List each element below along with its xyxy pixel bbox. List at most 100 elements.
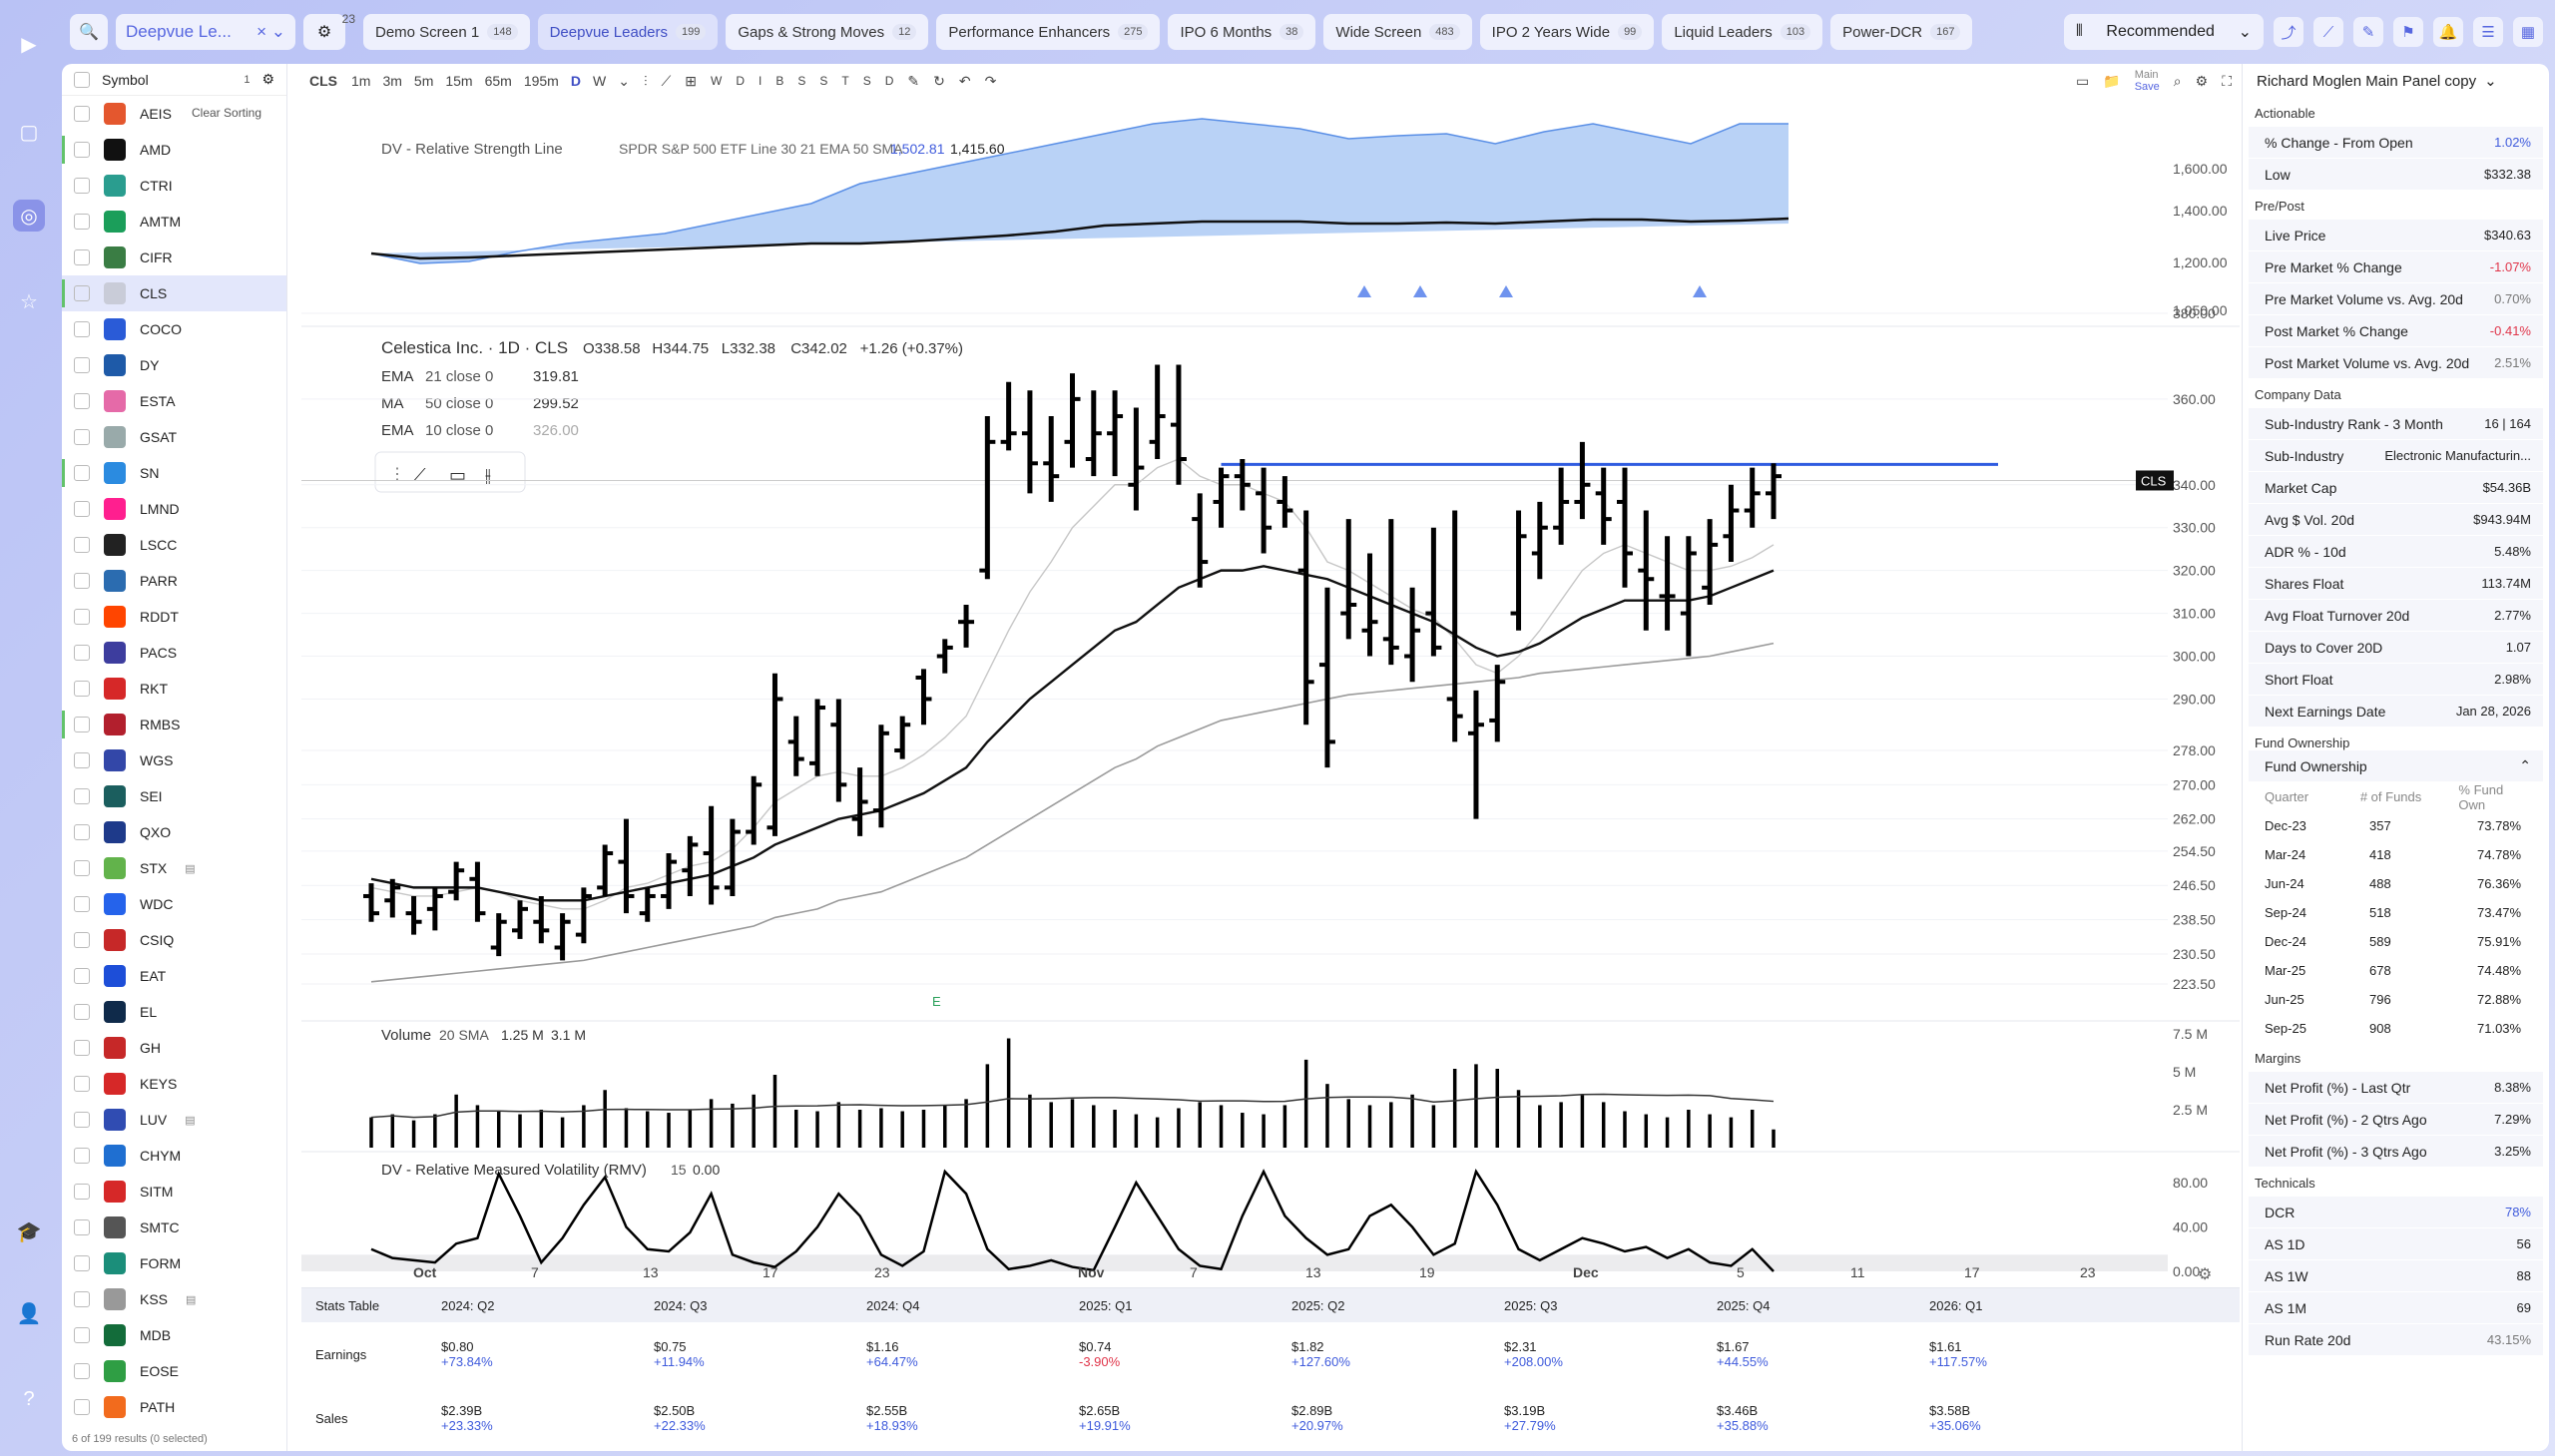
panel-row[interactable]: AS 1W 88 [2249, 1260, 2543, 1291]
layout-save[interactable]: Main Save [2135, 69, 2160, 93]
redo-icon[interactable]: ↷ [984, 72, 997, 89]
list-item[interactable]: PACS [62, 635, 286, 671]
chevron-down-icon[interactable]: ⌄ [618, 72, 630, 89]
panel-row[interactable]: Post Market % Change -0.41% [2249, 315, 2543, 346]
interval-1m[interactable]: 1m [351, 72, 371, 89]
row-checkbox[interactable] [74, 1148, 90, 1164]
timeframe-letter[interactable]: S [819, 74, 828, 88]
list-item[interactable]: CSIQ [62, 922, 286, 958]
chart-symbol[interactable]: CLS [309, 73, 337, 89]
list-item[interactable]: CTRI [62, 168, 286, 204]
list-item[interactable]: KEYS [62, 1066, 286, 1102]
row-checkbox[interactable] [74, 932, 90, 948]
panel-row[interactable]: Net Profit (%) - 3 Qtrs Ago 3.25% [2249, 1136, 2543, 1167]
panel-row[interactable]: Low $332.38 [2249, 159, 2543, 190]
tab-ipo-6-months[interactable]: IPO 6 Months 38 [1168, 14, 1316, 50]
gear-icon[interactable]: ⚙ [261, 71, 274, 87]
interval-d[interactable]: D [570, 72, 581, 89]
panel-row[interactable]: Shares Float 113.74M [2249, 568, 2543, 599]
list-item[interactable]: EOSE [62, 1353, 286, 1389]
row-checkbox[interactable] [74, 609, 90, 625]
panel-row[interactable]: AS 1D 56 [2249, 1228, 2543, 1259]
panel-row[interactable]: Post Market Volume vs. Avg. 20d 2.51% [2249, 347, 2543, 378]
row-checkbox[interactable] [74, 465, 90, 481]
timeframe-letter[interactable]: D [884, 74, 894, 88]
indicator-icon[interactable]: ⫶ [643, 72, 648, 89]
panel-row[interactable]: Pre Market Volume vs. Avg. 20d 0.70% [2249, 283, 2543, 314]
row-checkbox[interactable] [74, 1004, 90, 1020]
list-item[interactable]: DY [62, 347, 286, 383]
drag-handle-icon[interactable]: ⋮ [389, 466, 405, 483]
comment-icon[interactable]: ▭ [449, 465, 466, 485]
row-checkbox[interactable] [74, 106, 90, 122]
list-item[interactable]: EAT [62, 958, 286, 994]
tab-wide-screen[interactable]: Wide Screen 483 [1323, 14, 1472, 50]
row-checkbox[interactable] [74, 860, 90, 876]
row-checkbox[interactable] [74, 1291, 90, 1307]
list-item[interactable]: WGS [62, 742, 286, 778]
list-item[interactable]: ESTA [62, 383, 286, 419]
row-checkbox[interactable] [74, 717, 90, 732]
row-checkbox[interactable] [74, 1184, 90, 1200]
row-checkbox[interactable] [74, 429, 90, 445]
list-item[interactable]: RDDT [62, 599, 286, 635]
interval-65m[interactable]: 65m [484, 72, 512, 89]
timeframe-letter[interactable]: D [736, 74, 745, 88]
row-checkbox[interactable] [74, 249, 90, 265]
list-item[interactable]: KSS ▤ [62, 1281, 286, 1317]
panel-row[interactable]: Live Price $340.63 [2249, 220, 2543, 250]
list-item[interactable]: SITM [62, 1174, 286, 1210]
price-chart[interactable]: DV - Relative Strength Line SPDR S&P 500 … [301, 98, 2240, 1287]
row-checkbox[interactable] [74, 1399, 90, 1415]
list-item[interactable]: SN [62, 455, 286, 491]
row-checkbox[interactable] [74, 142, 90, 158]
row-checkbox[interactable] [74, 1040, 90, 1056]
list-item[interactable]: MDB [62, 1317, 286, 1353]
refresh-icon[interactable]: ↻ [933, 72, 945, 89]
tab-deepvue-leaders[interactable]: Deepvue Leaders 199 [537, 14, 719, 50]
pencil-icon[interactable]: ✎ [907, 72, 920, 89]
bell-icon[interactable]: 🔔 [2433, 17, 2463, 47]
list-item[interactable]: PARR [62, 563, 286, 599]
bars-tool-icon[interactable]: ⫲ [485, 465, 491, 485]
row-checkbox[interactable] [74, 1112, 90, 1128]
share-icon[interactable]: ⤴ [2274, 17, 2303, 47]
list-item[interactable]: EL [62, 994, 286, 1030]
earnings-marker[interactable]: E [932, 994, 941, 1009]
list-item[interactable]: LUV ▤ [62, 1102, 286, 1138]
list-item[interactable]: LMND [62, 491, 286, 527]
row-checkbox[interactable] [74, 645, 90, 661]
row-checkbox[interactable] [74, 1076, 90, 1092]
panel-row[interactable]: Days to Cover 20D 1.07 [2249, 632, 2543, 663]
filter-button[interactable]: ⚙ 23 [303, 12, 355, 50]
tab-gaps-strong-moves[interactable]: Gaps & Strong Moves 12 [726, 14, 929, 50]
user-icon[interactable]: 👤 [16, 1302, 42, 1325]
undo-icon[interactable]: ↶ [958, 72, 971, 89]
recommended-select[interactable]: ⫴ Recommended ⌄ [2064, 14, 2264, 50]
education-icon[interactable]: 🎓 [16, 1220, 42, 1243]
interval-w[interactable]: W [592, 72, 607, 89]
list-item[interactable]: QXO [62, 814, 286, 850]
logo-icon[interactable]: ▶ [21, 33, 37, 56]
row-checkbox[interactable] [74, 752, 90, 768]
list-item[interactable]: CIFR [62, 240, 286, 275]
row-checkbox[interactable] [74, 321, 90, 337]
panel-row[interactable]: Avg $ Vol. 20d $943.94M [2249, 504, 2543, 535]
row-checkbox[interactable] [74, 285, 90, 301]
row-checkbox[interactable] [74, 681, 90, 697]
timeframe-letter[interactable]: B [775, 74, 784, 88]
watchlist-select[interactable]: Deepvue Le... × ⌄ [116, 14, 295, 50]
row-checkbox[interactable] [74, 393, 90, 409]
tab-performance-enhancers[interactable]: Performance Enhancers 275 [936, 14, 1161, 50]
symbol-column-header[interactable]: Symbol [102, 71, 149, 88]
search-button[interactable]: 🔍 [70, 14, 108, 50]
list-item[interactable]: RMBS [62, 707, 286, 742]
axis-settings-icon[interactable]: ⚙ [2198, 1266, 2212, 1283]
list-item[interactable]: AEIS [62, 96, 286, 132]
row-checkbox[interactable] [74, 824, 90, 840]
panel-row[interactable]: Net Profit (%) - Last Qtr 8.38% [2249, 1072, 2543, 1103]
panel-row[interactable]: Next Earnings Date Jan 28, 2026 [2249, 696, 2543, 727]
list-view-icon[interactable]: ☰ [2473, 17, 2503, 47]
tab-liquid-leaders[interactable]: Liquid Leaders 103 [1662, 14, 1823, 50]
row-checkbox[interactable] [74, 178, 90, 194]
